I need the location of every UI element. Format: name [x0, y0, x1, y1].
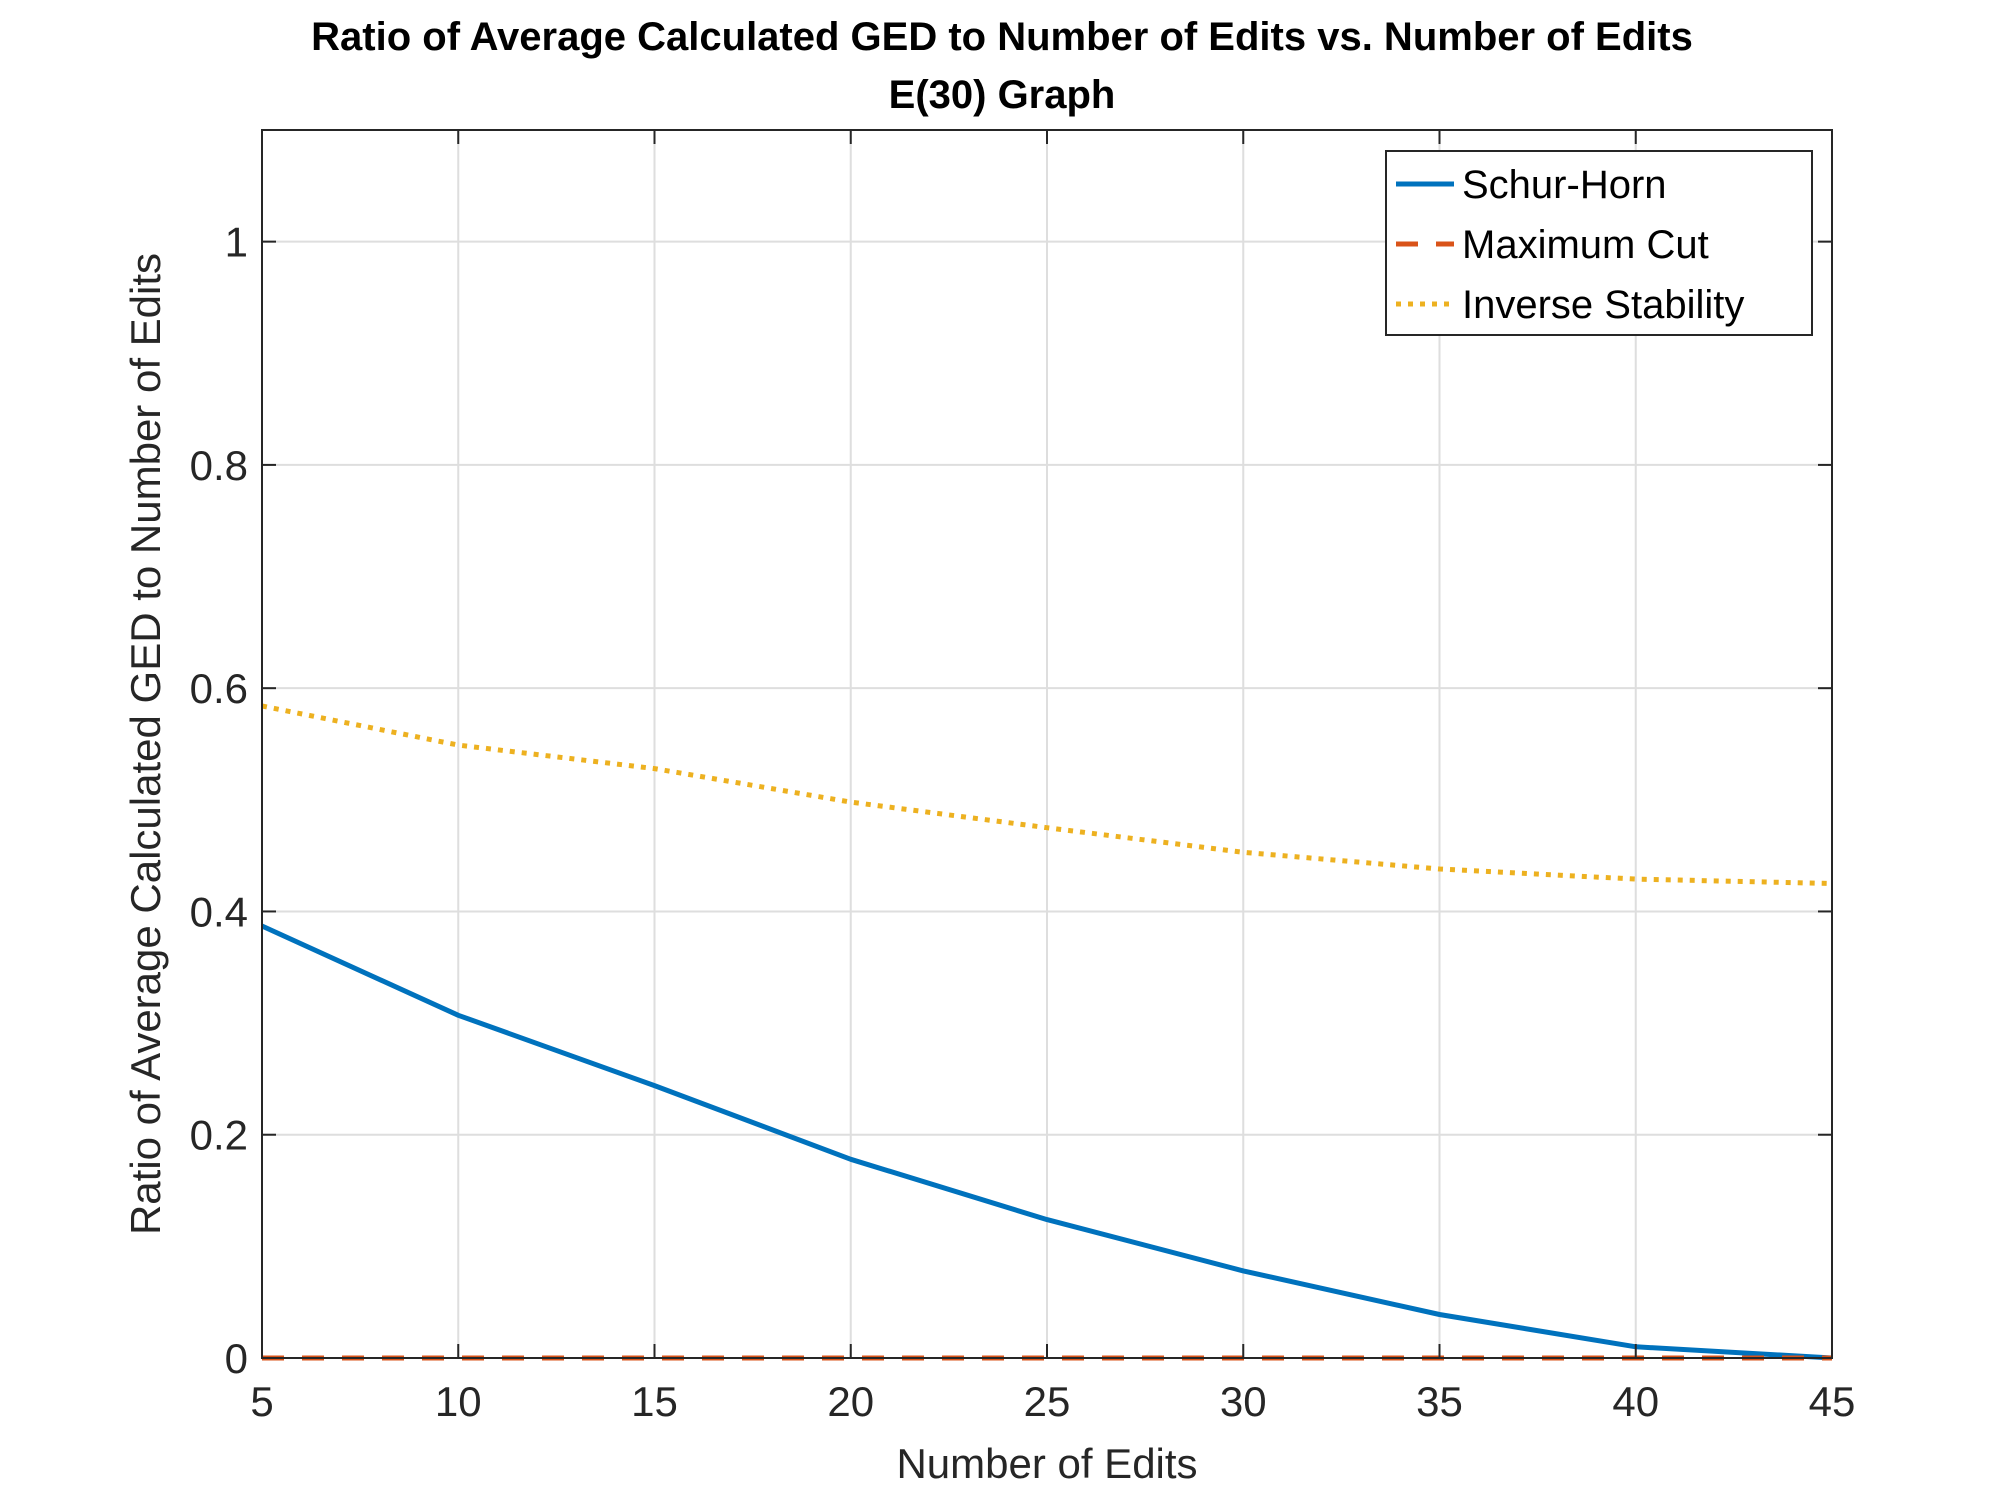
series-line-schur-horn	[260, 923, 1833, 1361]
x-tick-label: 5	[250, 1378, 273, 1425]
y-tick-label: 0.6	[190, 665, 248, 712]
x-tick-label: 10	[435, 1378, 482, 1425]
legend-label-inverse-stability: Inverse Stability	[1462, 283, 1744, 327]
y-tick-label: 0	[225, 1335, 248, 1382]
x-tick-label: 15	[631, 1378, 678, 1425]
axis-ticks: 5 10 15 20 25 30 35 40 45 0 0.2 0.4 0.6 0.8 1	[190, 130, 1856, 1425]
x-tick-label: 45	[1809, 1378, 1856, 1425]
legend-items: Schur-Horn Maximum Cut Inverse Stability	[1396, 163, 1744, 327]
legend: Schur-Horn Maximum Cut Inverse Stability	[1385, 150, 1813, 336]
y-tick-label: 1	[225, 219, 248, 266]
series-line-inverse-stability	[261, 703, 1833, 886]
x-tick-label: 40	[1612, 1378, 1659, 1425]
y-tick-label: 0.8	[190, 442, 248, 489]
y-tick-label: 0.2	[190, 1112, 248, 1159]
y-tick-label: 0.4	[190, 888, 248, 935]
chart-subtitle: E(30) Graph	[889, 73, 1116, 117]
x-tick-label: 30	[1220, 1378, 1267, 1425]
legend-label-schur-horn: Schur-Horn	[1462, 163, 1667, 207]
legend-label-maximum-cut: Maximum Cut	[1462, 223, 1709, 267]
y-axis-label: Ratio of Average Calculated GED to Numbe…	[122, 253, 169, 1235]
chart-title: Ratio of Average Calculated GED to Numbe…	[311, 15, 1693, 59]
x-tick-label: 25	[1024, 1378, 1071, 1425]
legend-box	[1385, 150, 1813, 336]
x-axis-label: Number of Edits	[896, 1440, 1197, 1487]
x-tick-label: 20	[827, 1378, 874, 1425]
x-tick-label: 35	[1416, 1378, 1463, 1425]
